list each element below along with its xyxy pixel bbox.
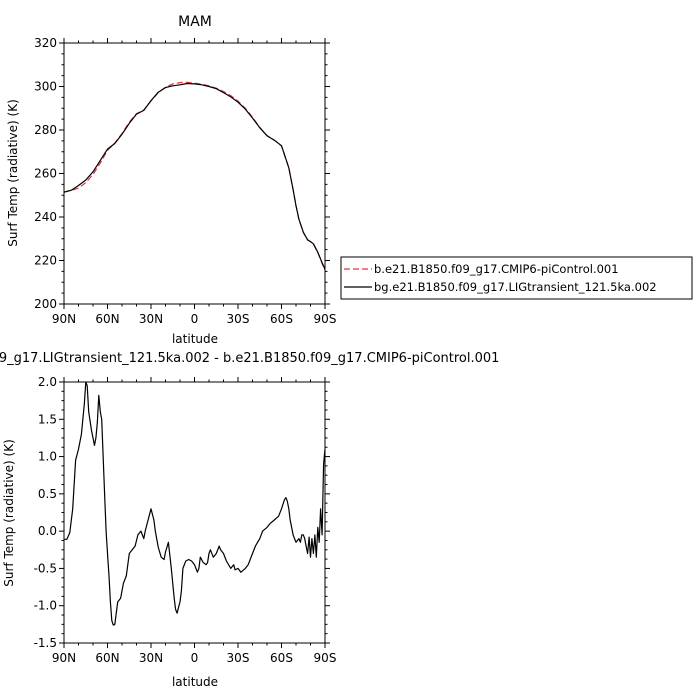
y-tick-label: 300: [34, 80, 57, 94]
bottom-x-axis-label: latitude: [172, 675, 218, 689]
bottom-axis-ticks: 90N 60N 30N 0 30S 60S 90S -1.5 -1.0 -0.5 0.0 0.5 1.0…: [34, 375, 337, 665]
y-tick-label: 240: [34, 210, 57, 224]
series-line-0-1: [63, 82, 326, 270]
y-tick-label: -1.0: [34, 599, 57, 613]
y-tick-label: -0.5: [34, 561, 57, 575]
x-tick-label: 60N: [95, 312, 119, 326]
x-tick-label: 30N: [139, 651, 163, 665]
x-tick-label: 90S: [314, 312, 337, 326]
x-tick-label: 30S: [227, 651, 250, 665]
y-tick-label: 260: [34, 167, 57, 181]
y-tick-label: 320: [34, 36, 57, 50]
x-tick-label: 30S: [227, 312, 250, 326]
bottom-chart-title: bg.e21.B1850.f09_g17.LIGtransient_121.5k…: [0, 351, 499, 366]
x-tick-label: 60S: [270, 312, 293, 326]
top-plot-frame: [63, 42, 326, 305]
x-tick-label: 30N: [139, 312, 163, 326]
x-tick-label: 0: [191, 651, 199, 665]
x-tick-label: 90N: [52, 312, 76, 326]
y-tick-label: 200: [34, 297, 57, 311]
y-tick-label: -1.5: [34, 636, 57, 650]
top-x-axis-label: latitude: [172, 332, 218, 346]
series-line-1-0: [64, 381, 326, 626]
top-series-lines: [63, 81, 326, 271]
x-tick-label: 90N: [52, 651, 76, 665]
x-tick-label: 0: [191, 312, 199, 326]
x-tick-label: 60S: [270, 651, 293, 665]
bottom-plot-frame: [63, 381, 326, 644]
bottom-y-axis-label: Surf Temp (radiative) (K): [2, 439, 16, 587]
legend-box: [340, 256, 693, 300]
y-tick-label: 1.0: [38, 450, 57, 464]
top-panel: MAM Surf Temp (radiative) (K) latitude 9…: [6, 14, 336, 346]
legend-label-piControl: b.e21.B1850.f09_g17.CMIP6-piControl.001: [374, 262, 619, 276]
top-axis-ticks: 90N 60N 30N 0 30S 60S 90S 200 220 240 260 280 300 320: [34, 36, 336, 326]
y-tick-label: 280: [34, 123, 57, 137]
bottom-panel: bg.e21.B1850.f09_g17.LIGtransient_121.5k…: [0, 351, 499, 689]
series-line-0-0: [63, 81, 326, 271]
legend: b.e21.B1850.f09_g17.CMIP6-piControl.001 …: [340, 256, 693, 300]
top-chart-title: MAM: [178, 14, 212, 30]
y-tick-label: 1.5: [38, 412, 57, 426]
y-tick-label: 0.0: [38, 524, 57, 538]
bottom-series-lines: [64, 381, 326, 626]
y-tick-label: 220: [34, 254, 57, 268]
y-tick-label: 2.0: [38, 375, 57, 389]
legend-label-LIGtransient: bg.e21.B1850.f09_g17.LIGtransient_121.5k…: [374, 280, 657, 294]
y-tick-label: 0.5: [38, 487, 57, 501]
x-tick-label: 60N: [95, 651, 119, 665]
top-y-axis-label: Surf Temp (radiative) (K): [6, 99, 20, 247]
x-tick-label: 90S: [314, 651, 337, 665]
